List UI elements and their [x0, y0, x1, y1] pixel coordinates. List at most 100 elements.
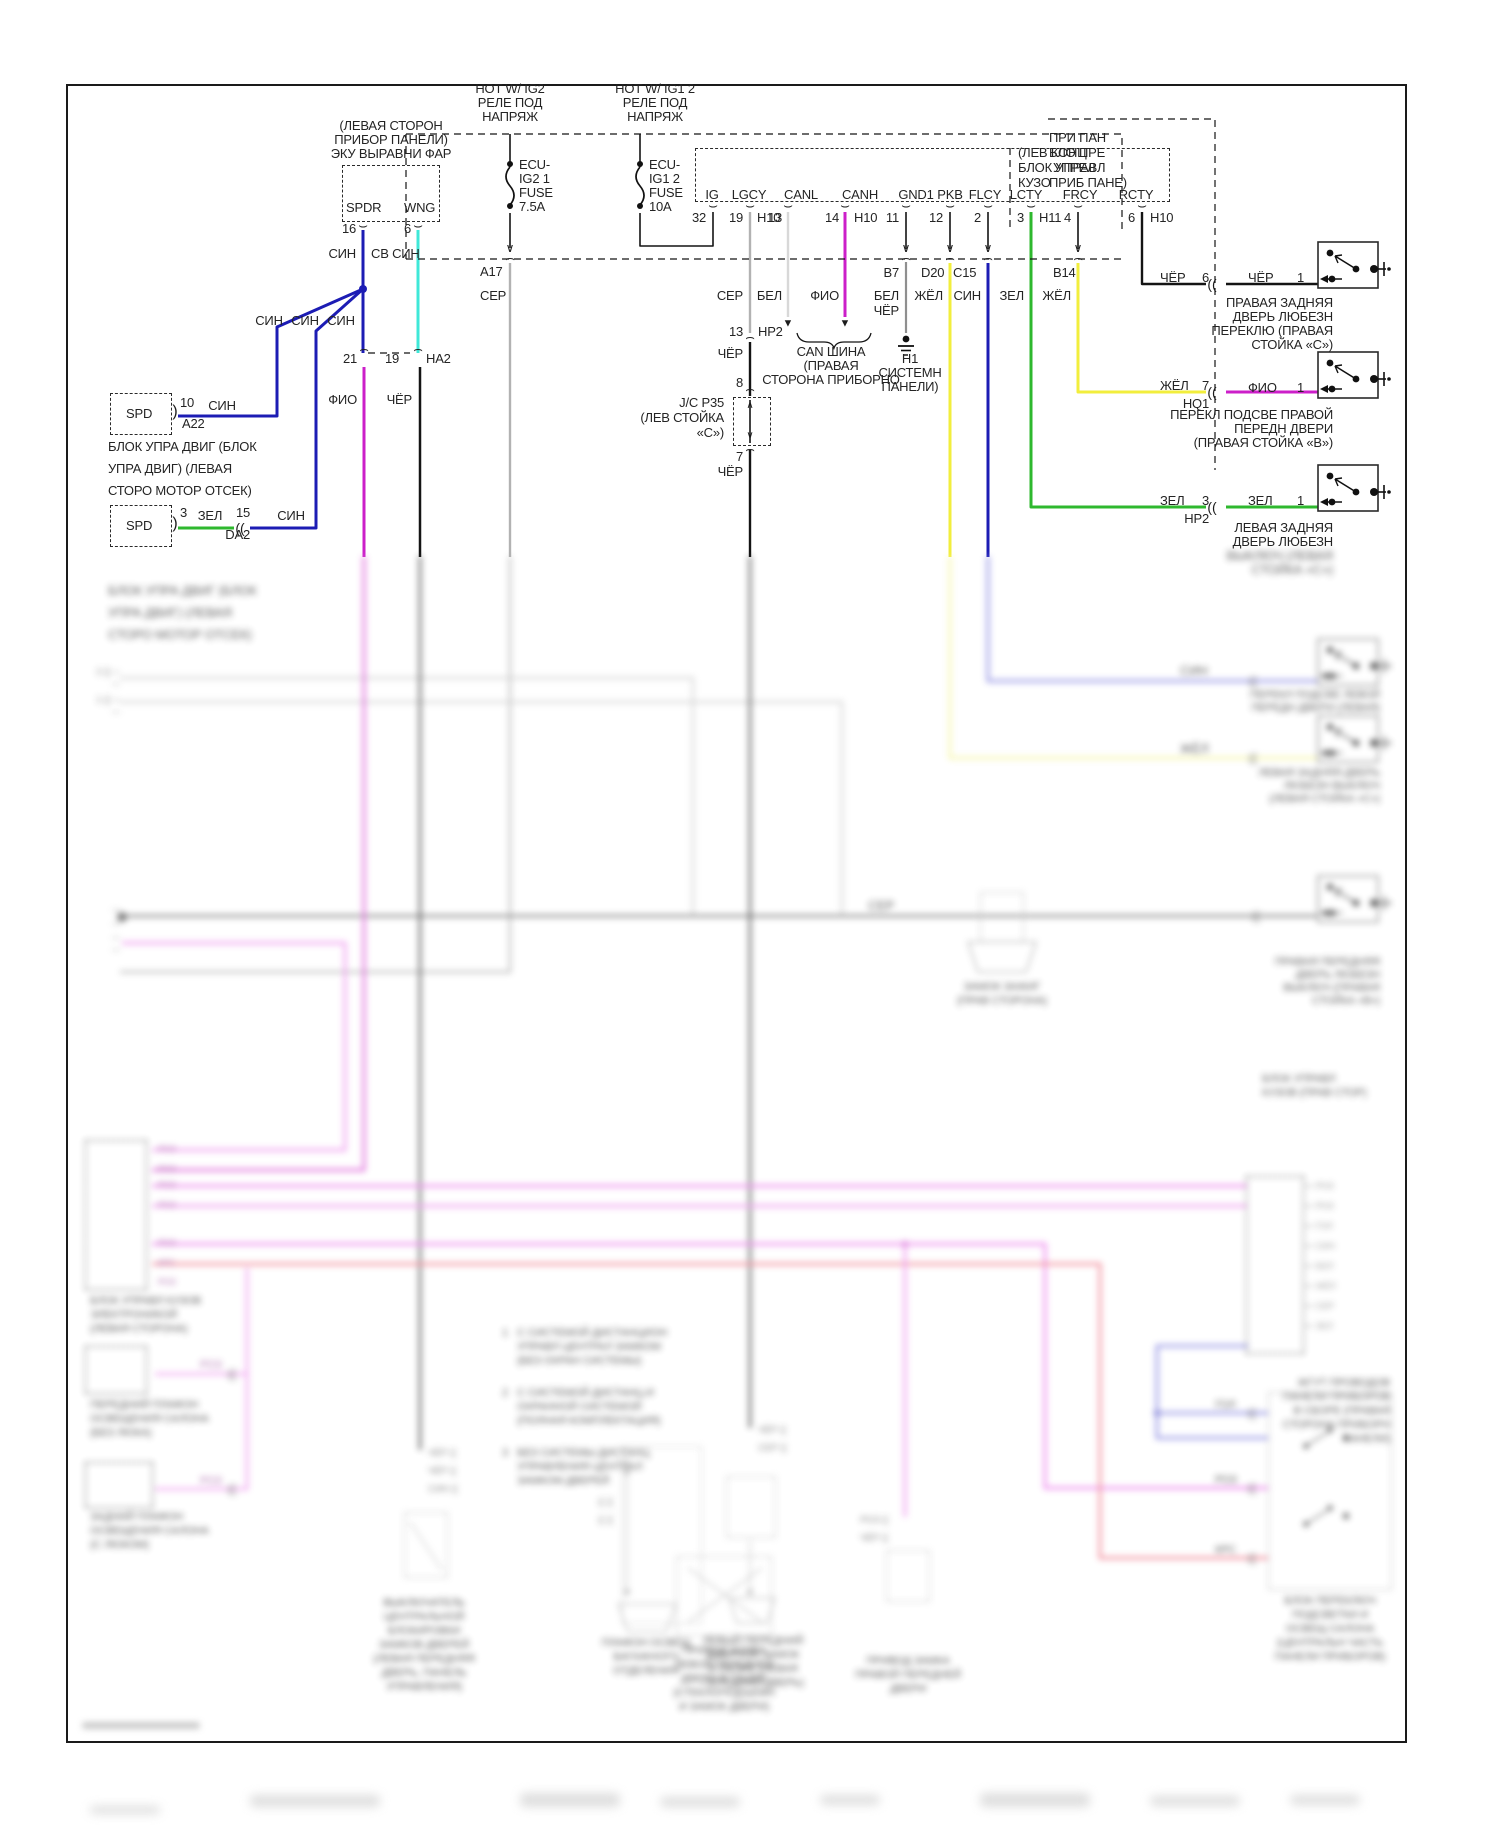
footer-smudge [250, 1795, 380, 1807]
pin-connector-icon: ) [172, 403, 178, 420]
body-control-box [85, 1140, 147, 1290]
connector-arc-icon: ⌣ [945, 197, 955, 215]
text-label: ДВЕРИ В СБОРЕ [680, 1673, 768, 1685]
connector-arc-icon: ⌣ [1137, 197, 1147, 215]
text-label: CANL [784, 187, 818, 202]
connector-arc-icon: ⌣ [1026, 197, 1036, 215]
text-label: ECU- [649, 157, 680, 172]
text-label: ЗАМОК ЗАЖИГ [963, 981, 1041, 993]
headlamp-ecu-box [342, 165, 440, 222]
text-label: 15 [235, 505, 250, 520]
connector-arc-icon: ⌣ [358, 217, 368, 235]
wire-blueL [1155, 1344, 1269, 1415]
inline-connector-icon: (( [1207, 499, 1217, 515]
junction-dot [747, 1589, 753, 1595]
text-label: БЛОК ПЕРЕКЛЮЧ [1284, 1595, 1376, 1607]
text-label: ЖЁЛ [1042, 288, 1071, 303]
text-label: 19 [384, 351, 399, 366]
text-label: РОЗ [200, 1475, 222, 1487]
inline-connector-icon: (( [1247, 1405, 1257, 1421]
text-label: ПРИБ ПАНЕ) [1049, 175, 1127, 190]
junction-dot [624, 1469, 630, 1475]
text-label: ЧЁР (( [428, 1448, 457, 1459]
text-label: 32 [691, 210, 706, 225]
lock-actuator-box [676, 1556, 772, 1636]
pin-connector-icon: ) [172, 515, 178, 532]
dimmer-block-box [1268, 1392, 1392, 1590]
text-label: HA2 [426, 351, 451, 366]
text-label: РЕЛЕ ПОД [622, 95, 688, 110]
text-label: RCTY [1118, 187, 1154, 202]
text-label: В СБОРЕ (ЛЕВАЯ [708, 1663, 798, 1675]
text-label: БЕЛ [756, 288, 782, 303]
text-label: УПРА ДВИГ) (ЛЕВАЯ [108, 605, 232, 620]
junction-dot [901, 1240, 909, 1248]
spd-block-2: SPD [126, 518, 153, 533]
text-label: «С») [696, 425, 725, 440]
text-label: УПРАВЛЕНИЯ) [386, 1681, 462, 1693]
text-label: B7 [883, 265, 899, 280]
text-label: ОСВЕЩЕНИЯ САЛОНА [90, 1525, 209, 1537]
text-label: ФИО [810, 288, 839, 303]
text-label: ПАНЕЛИ ПРИБОРОВ [1282, 1391, 1391, 1403]
fuse-ecu-ig2-7a5 [505, 161, 515, 209]
text-label: СТОРОНА ПРИБОРНО [762, 372, 900, 387]
text-label: IG1 2 [649, 171, 680, 186]
text-label: СТОРОНА ПРИБОРН [1282, 1419, 1391, 1431]
text-label: БЛОК УПРА ДВИГ (БЛОК [108, 583, 257, 598]
text-label: ГОЛ [1316, 1221, 1333, 1231]
rear-lamp-box [85, 1462, 153, 1508]
ground-h1 [898, 335, 914, 356]
text-label: 2 (( [96, 667, 111, 678]
junction-dot [624, 1589, 630, 1595]
text-label: С СИСТЕМОЙ ДИСТАНЦ И [517, 1387, 654, 1399]
front-lamp-box [85, 1346, 147, 1394]
text-label: ЛЕВАЯ ЗАДНЯЯ ДВЕРЬ [1258, 767, 1380, 779]
switch2-caption: ПЕРЕКЛ ПОДСВЕ ПРАВОЙ [1170, 407, 1333, 422]
junction-dot [1153, 1409, 1161, 1417]
text-label: (ЛЕВАЯ СТОЙКА «С») [1269, 793, 1380, 805]
text-label: (С ЛЮКОМ) [90, 1539, 149, 1551]
text-label: ЗЕЛ [1160, 493, 1185, 508]
text-label: 4 [1063, 210, 1071, 225]
text-label: ЗЕЛ [1248, 493, 1273, 508]
text-label: 6 [403, 221, 411, 236]
text-label: 16 [341, 221, 356, 236]
text-label: С СИСТЕМОЙ ДИСТАНЦИОН [517, 1327, 668, 1339]
text-label: СИН [277, 508, 305, 523]
text-label: ЛЕВОЙ ПЕРЕДНЕЙ [674, 1659, 774, 1671]
text-label: H10 [854, 210, 878, 225]
text-label: ПРИВОД ЗАМКА [682, 1645, 766, 1657]
text-label: СИН (( [428, 1484, 458, 1495]
symbol-path [409, 1521, 443, 1571]
text-label: БЕЗ СИСТЕМЫ ДИСТАНЦ [517, 1447, 650, 1459]
inline-connector-icon: (( [1247, 1480, 1257, 1496]
text-label: СИН [255, 313, 283, 328]
can-arrow-icon: ▼ [782, 317, 794, 330]
text-label: ПЕРЕДН ДВЕРИ (ЛЕВАЯ) [1251, 702, 1380, 714]
left-rear-door-switch [1317, 464, 1391, 512]
symbol-path [616, 1603, 678, 1633]
text-label: СТОЙКА «В») [1311, 995, 1380, 1007]
wire-grayL [120, 676, 695, 916]
inline-connector-icon: (( [227, 1366, 237, 1382]
arrow-down-icon: ∨ [505, 241, 515, 255]
text-label: (ЦЕНТРАЛЬН ЧАСТЬ [1276, 1637, 1384, 1649]
footer-smudge [1290, 1795, 1360, 1805]
text-label: 1 [1296, 493, 1304, 508]
text-label: ПЕРЕДНЯЯ ДВЕРЬ) [702, 1677, 804, 1689]
text-label: 19 [728, 210, 743, 225]
arrow-down-icon: ∨ [901, 241, 911, 255]
text-label: СИН [1316, 1241, 1335, 1251]
text-label: ЛЮБЕЗН ВЫКЛЮЧ [1283, 780, 1381, 792]
wire-grn [1029, 212, 1206, 509]
text-label: СТОРО МОТОР ОТСЕК) [108, 627, 252, 642]
text-label: ПАНЕЛИ ПРИБОРОВ) [1274, 1651, 1386, 1663]
text-label: 13 [728, 324, 743, 339]
connector-arc-icon: ⌣ [983, 197, 993, 215]
text-label: ПЛАФОН ОСВЕЩ [601, 1637, 691, 1649]
text-label: РОЗ [1215, 1474, 1237, 1486]
text-label: 3 [180, 505, 188, 520]
text-label: СИН [208, 398, 236, 413]
